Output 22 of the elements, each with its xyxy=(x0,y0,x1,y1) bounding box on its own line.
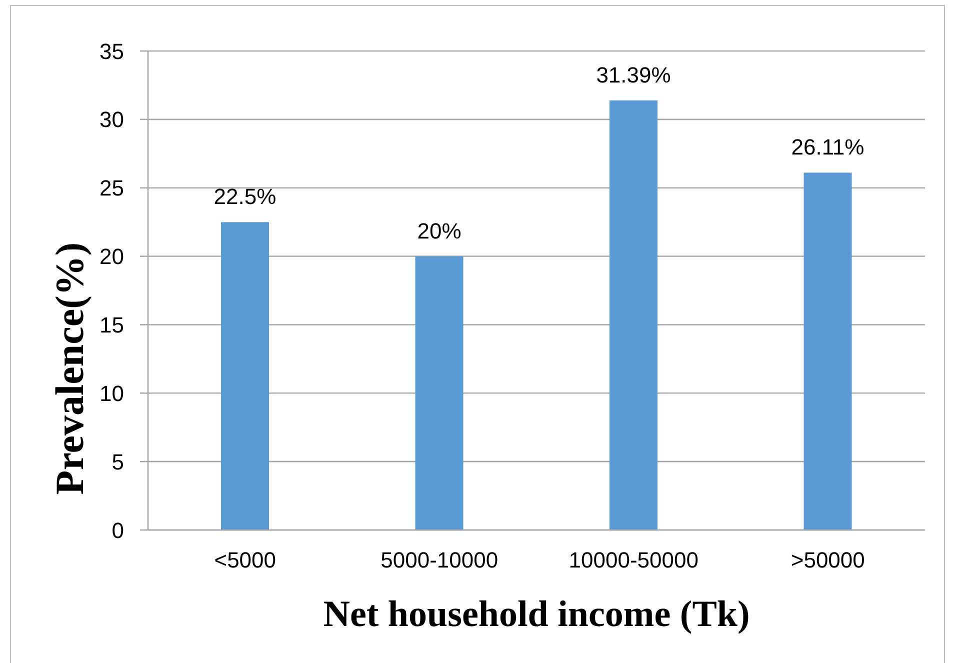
data-label: 31.39% xyxy=(596,62,671,88)
x-tick-label: <5000 xyxy=(214,548,276,573)
bar xyxy=(415,256,464,530)
data-label: 22.5% xyxy=(214,184,276,210)
y-tick-label: 20 xyxy=(100,244,124,270)
data-label: 26.11% xyxy=(791,134,864,160)
y-tick-label: 0 xyxy=(112,518,124,543)
x-tick-label: 10000-50000 xyxy=(568,548,698,573)
bar xyxy=(804,172,852,530)
y-tick-label: 15 xyxy=(100,312,124,338)
y-tick-label: 25 xyxy=(100,176,124,201)
y-axis-title: Prevalence(%) xyxy=(47,242,92,495)
y-tick-label: 35 xyxy=(100,38,124,64)
data-label: 20% xyxy=(417,218,462,244)
y-tick-label: 5 xyxy=(112,449,124,474)
bar xyxy=(221,222,269,530)
y-tick-label: 30 xyxy=(100,107,124,132)
y-tick-label: 10 xyxy=(100,380,124,406)
x-tick-label: >50000 xyxy=(790,548,865,573)
x-axis-title: Net household income (Tk) xyxy=(323,594,750,635)
bar xyxy=(610,100,658,530)
x-tick-label: 5000-10000 xyxy=(380,548,498,573)
